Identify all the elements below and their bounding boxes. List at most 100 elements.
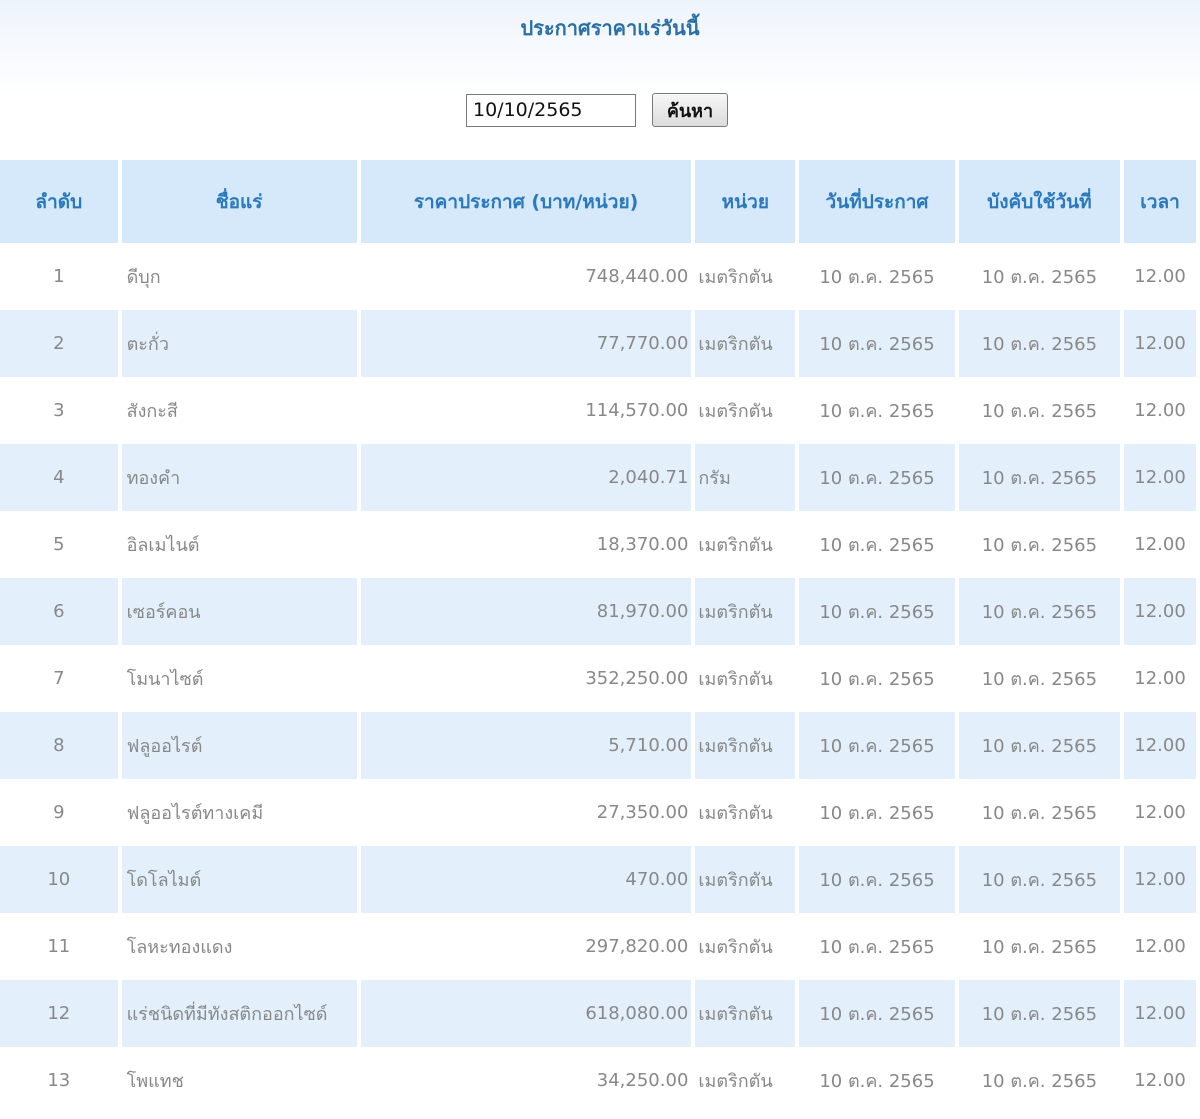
cell-no: 4 — [0, 444, 118, 511]
cell-mineral-name: โดโลไมต์ — [121, 846, 357, 913]
cell-unit: เมตริกตัน — [698, 1071, 773, 1092]
cell-no: 13 — [47, 1070, 71, 1091]
cell-mineral-name: ฟลูออไรต์ทางเคมี — [126, 803, 264, 824]
table-row: 2 ตะกั่ว 77,770.00 เมตริกตัน 10 ต.ค. 2565 10 … — [0, 310, 1196, 377]
table-row: 8 ฟลูออไรต์ 5,710.00 เมตริกตัน 10 ต.ค. 2565 1… — [0, 712, 1196, 779]
header-unit: หน่วย — [695, 160, 796, 243]
cell-time: 12.00 — [1134, 1070, 1186, 1091]
cell-mineral-name: ดีบุก — [126, 267, 161, 288]
cell-effective-date: 10 ต.ค. 2565 — [981, 1071, 1098, 1092]
cell-price: 2,040.71 — [360, 444, 692, 511]
price-table: ลำดับ ชื่อแร่ ราคาประกาศ (บาท/หน่วย) หน่… — [0, 160, 1200, 1114]
cell-mineral-name: อิลเมไนต์ — [126, 535, 200, 556]
cell-price: 81,970.00 — [360, 578, 692, 645]
cell-announced-date: 10 ต.ค. 2565 — [819, 267, 935, 288]
cell-unit: เมตริกตัน — [695, 578, 796, 645]
cell-announced-date: 10 ต.ค. 2565 — [799, 846, 955, 913]
cell-effective-date: 10 ต.ค. 2565 — [981, 535, 1098, 556]
cell-unit: เมตริกตัน — [695, 846, 796, 913]
cell-effective-date: 10 ต.ค. 2565 — [958, 310, 1121, 377]
cell-unit: เมตริกตัน — [698, 267, 773, 288]
cell-time: 12.00 — [1124, 578, 1196, 645]
date-input[interactable] — [466, 93, 636, 127]
table-row: 12 แร่ชนิดที่มีทังสติกออกไซด์ 618,080.00 เม… — [0, 980, 1196, 1047]
cell-no: 8 — [0, 712, 118, 779]
cell-price: 470.00 — [360, 846, 692, 913]
cell-effective-date: 10 ต.ค. 2565 — [958, 712, 1121, 779]
cell-effective-date: 10 ต.ค. 2565 — [958, 846, 1121, 913]
cell-time: 12.00 — [1124, 444, 1196, 511]
cell-unit: เมตริกตัน — [695, 980, 796, 1047]
cell-no: 11 — [47, 936, 71, 957]
cell-unit: กรัม — [695, 444, 796, 511]
cell-announced-date: 10 ต.ค. 2565 — [819, 1071, 935, 1092]
cell-effective-date: 10 ต.ค. 2565 — [981, 669, 1098, 690]
cell-no: 9 — [53, 802, 65, 823]
table-row: 4 ทองคำ 2,040.71 กรัม 10 ต.ค. 2565 10 ต.ค. 25… — [0, 444, 1196, 511]
cell-price: 77,770.00 — [360, 310, 692, 377]
cell-no: 12 — [0, 980, 118, 1047]
cell-effective-date: 10 ต.ค. 2565 — [981, 937, 1098, 958]
page-title: ประกาศราคาแร่วันนี้ — [520, 16, 700, 40]
cell-time: 12.00 — [1134, 266, 1186, 287]
cell-price: 27,350.00 — [596, 802, 689, 823]
cell-announced-date: 10 ต.ค. 2565 — [819, 803, 935, 824]
cell-no: 10 — [0, 846, 118, 913]
cell-mineral-name: โพแทช — [126, 1071, 184, 1092]
header-time: เวลา — [1124, 160, 1196, 243]
cell-effective-date: 10 ต.ค. 2565 — [958, 444, 1121, 511]
table-row: 6 เซอร์คอน 81,970.00 เมตริกตัน 10 ต.ค. 2565 1… — [0, 578, 1196, 645]
search-button[interactable]: ค้นหา — [652, 93, 728, 127]
cell-announced-date: 10 ต.ค. 2565 — [819, 535, 935, 556]
cell-mineral-name: โลหะทองแดง — [126, 937, 233, 958]
cell-time: 12.00 — [1134, 400, 1186, 421]
header-mineral-name: ชื่อแร่ — [121, 160, 357, 243]
table-row: 5 อิลเมไนต์ 18,370.00 เมตริกตัน 10 ต.ค. 2565… — [0, 511, 1196, 578]
cell-price: 748,440.00 — [585, 266, 689, 287]
header-announced-date: วันที่ประกาศ — [799, 160, 955, 243]
cell-announced-date: 10 ต.ค. 2565 — [819, 937, 935, 958]
cell-mineral-name: ทองคำ — [121, 444, 357, 511]
cell-mineral-name: ฟลูออไรต์ — [121, 712, 357, 779]
cell-effective-date: 10 ต.ค. 2565 — [958, 578, 1121, 645]
cell-price: 297,820.00 — [585, 936, 689, 957]
table-row: 13 โพแทช 34,250.00 เมตริกตัน 10 ต.ค. 2565 10 … — [0, 1047, 1196, 1114]
cell-effective-date: 10 ต.ค. 2565 — [981, 803, 1098, 824]
cell-announced-date: 10 ต.ค. 2565 — [819, 669, 935, 690]
cell-unit: เมตริกตัน — [698, 401, 773, 422]
cell-time: 12.00 — [1134, 802, 1186, 823]
table-row: 9 ฟลูออไรต์ทางเคมี 27,350.00 เมตริกตัน 10 ต.… — [0, 779, 1196, 846]
cell-unit: เมตริกตัน — [695, 712, 796, 779]
cell-mineral-name: แร่ชนิดที่มีทังสติกออกไซด์ — [121, 980, 357, 1047]
cell-mineral-name: เซอร์คอน — [121, 578, 357, 645]
cell-unit: เมตริกตัน — [695, 310, 796, 377]
cell-announced-date: 10 ต.ค. 2565 — [799, 310, 955, 377]
cell-time: 12.00 — [1134, 534, 1186, 555]
cell-mineral-name: โมนาไซต์ — [126, 669, 204, 690]
cell-no: 1 — [53, 266, 65, 287]
cell-mineral-name: ตะกั่ว — [121, 310, 357, 377]
cell-effective-date: 10 ต.ค. 2565 — [981, 401, 1098, 422]
header-price: ราคาประกาศ (บาท/หน่วย) — [360, 160, 692, 243]
cell-time: 12.00 — [1124, 980, 1196, 1047]
cell-time: 12.00 — [1124, 310, 1196, 377]
cell-no: 2 — [0, 310, 118, 377]
cell-announced-date: 10 ต.ค. 2565 — [799, 578, 955, 645]
cell-announced-date: 10 ต.ค. 2565 — [799, 712, 955, 779]
table-header-row: ลำดับ ชื่อแร่ ราคาประกาศ (บาท/หน่วย) หน่… — [0, 160, 1196, 243]
page-header: ประกาศราคาแร่วันนี้ ค้นหา — [0, 0, 1200, 160]
cell-unit: เมตริกตัน — [698, 535, 773, 556]
cell-time: 12.00 — [1124, 846, 1196, 913]
header-effective-date: บังคับใช้วันที่ — [958, 160, 1121, 243]
cell-unit: เมตริกตัน — [698, 669, 773, 690]
cell-unit: เมตริกตัน — [698, 937, 773, 958]
cell-no: 5 — [53, 534, 65, 555]
cell-announced-date: 10 ต.ค. 2565 — [799, 444, 955, 511]
cell-time: 12.00 — [1134, 668, 1186, 689]
table-row: 7 โมนาไซต์ 352,250.00 เมตริกตัน 10 ต.ค. 2565… — [0, 645, 1196, 712]
cell-unit: เมตริกตัน — [698, 803, 773, 824]
cell-price: 34,250.00 — [596, 1070, 689, 1091]
cell-time: 12.00 — [1124, 712, 1196, 779]
cell-mineral-name: สังกะสี — [126, 401, 178, 422]
cell-announced-date: 10 ต.ค. 2565 — [819, 401, 935, 422]
